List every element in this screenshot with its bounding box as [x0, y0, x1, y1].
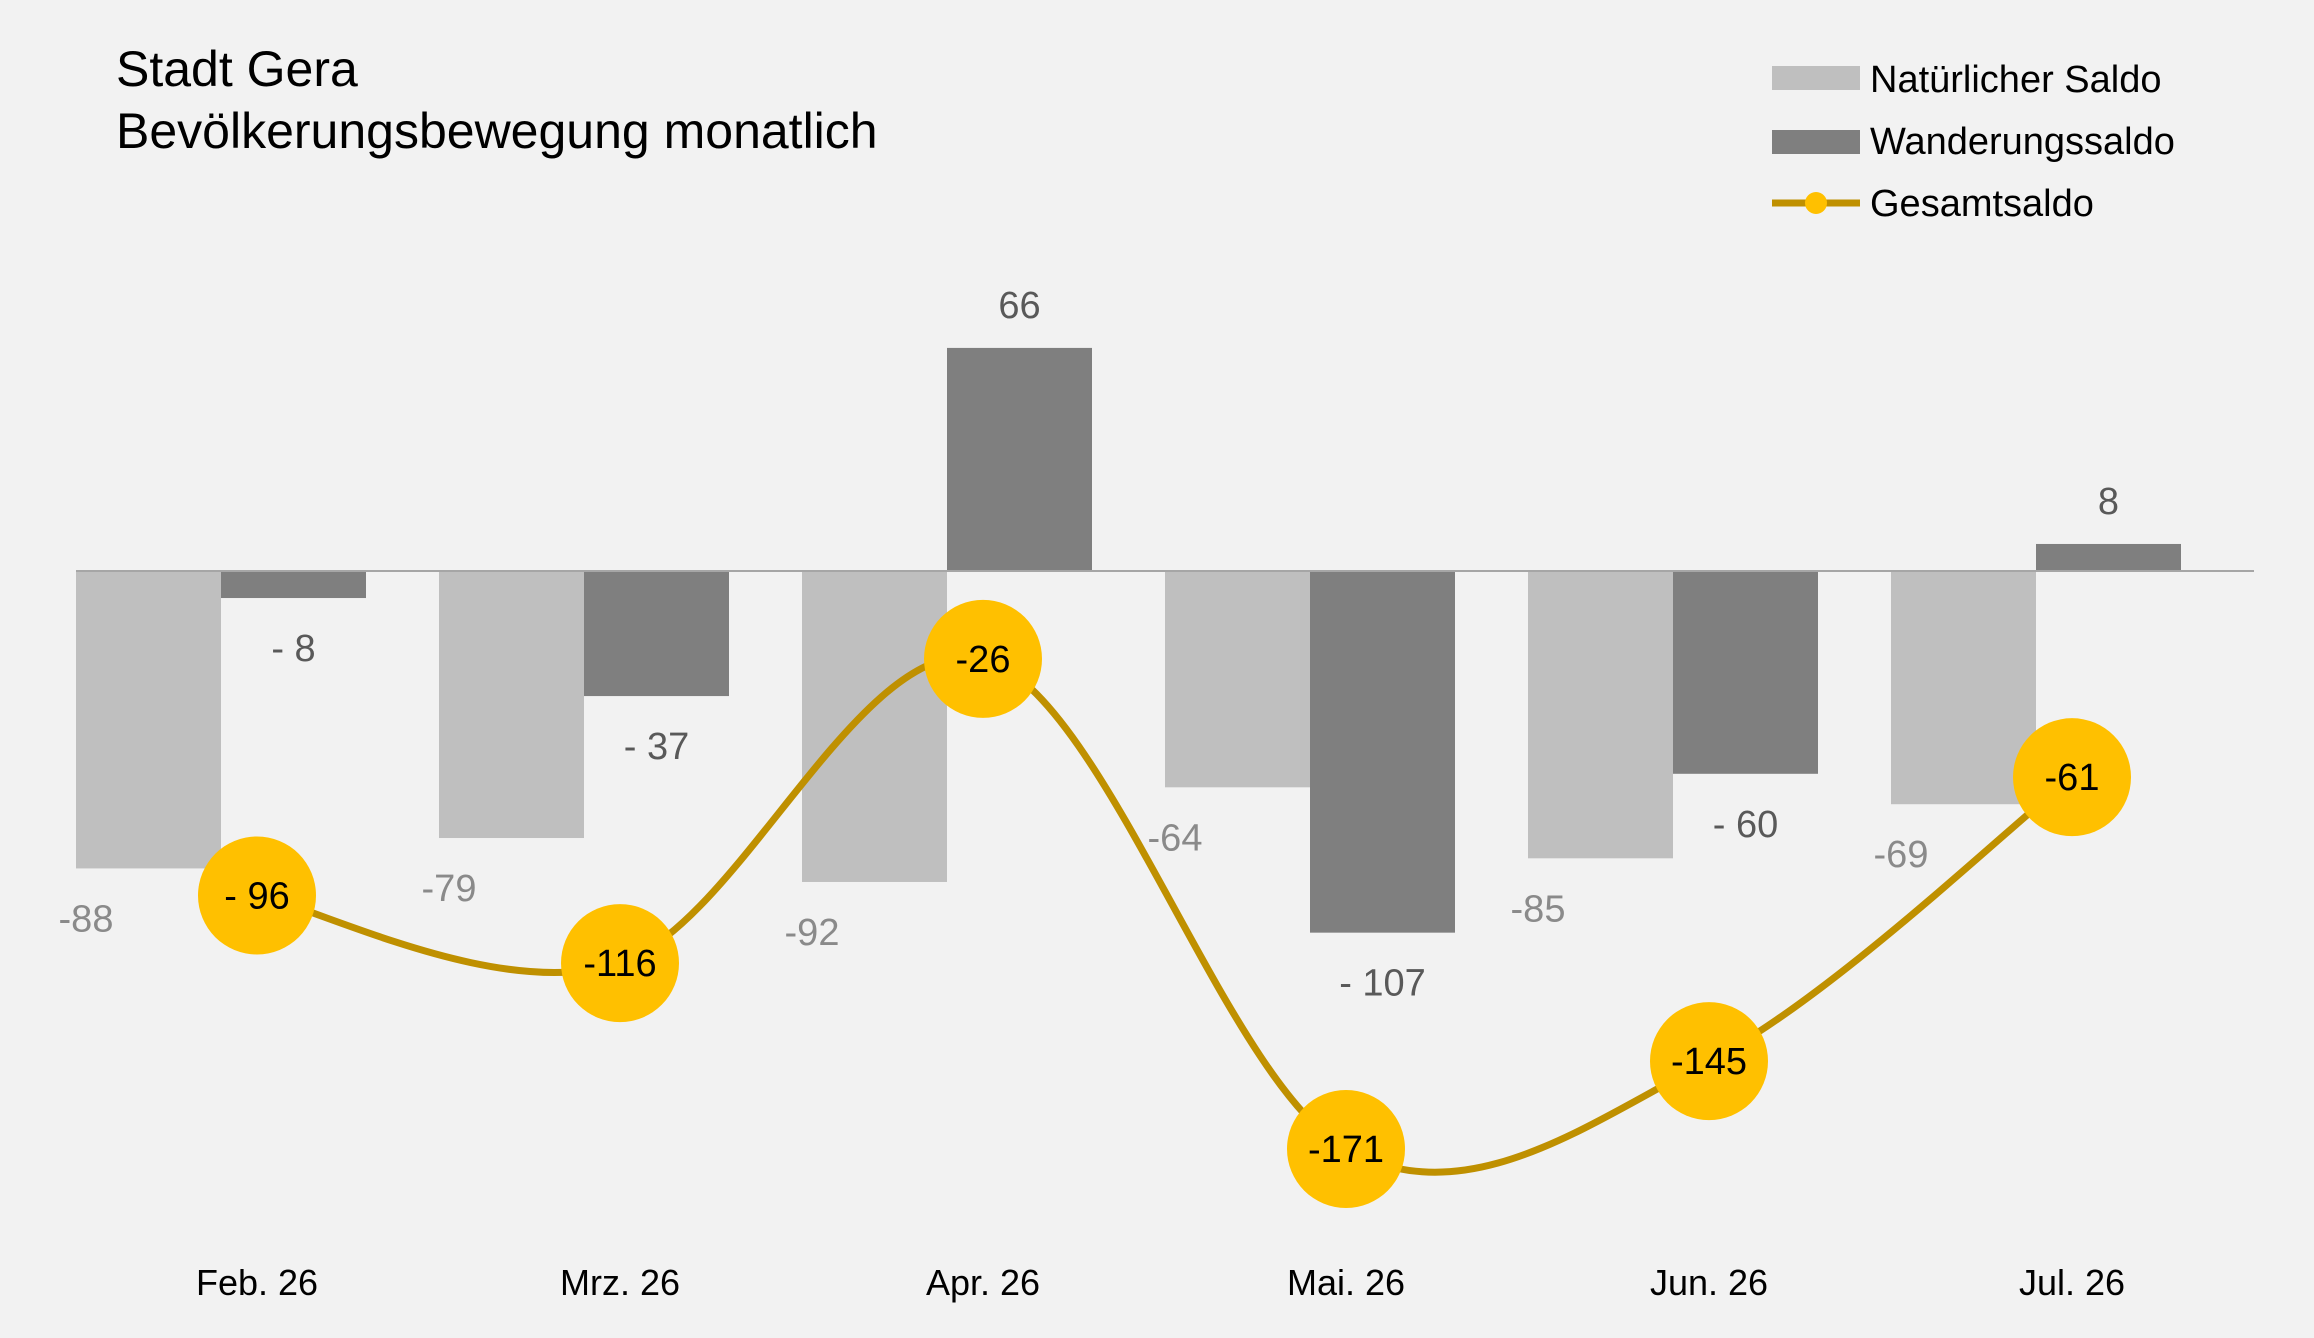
label-natural-2: -92: [785, 912, 840, 954]
category-label-1: Mrz. 26: [560, 1262, 680, 1303]
marker-total-1: [561, 904, 679, 1023]
marker-total-3: [1287, 1089, 1405, 1208]
bar-natural-2: [802, 571, 947, 882]
marker-total-5: [2013, 718, 2131, 837]
marker-total-2: [924, 599, 1042, 718]
bar-migration-1: [584, 571, 729, 697]
bar-natural-4: [1528, 571, 1673, 859]
bar-natural-0: [76, 571, 221, 869]
label-migration-4: - 60: [1713, 804, 1778, 846]
category-axis: Feb. 26 Mrz. 26 Apr. 26 Mai. 26 Jun. 26 Jul. …: [196, 1262, 2125, 1303]
category-label-2: Apr. 26: [926, 1262, 1040, 1303]
label-total-0: - 96: [224, 875, 289, 917]
label-migration-2: 66: [998, 285, 1040, 327]
bar-natural-1: [439, 571, 584, 839]
chart-title: Stadt Gera: [116, 41, 358, 97]
bar-migration-2: [947, 347, 1092, 571]
legend-label-total: Gesamtsaldo: [1870, 183, 2094, 225]
category-label-5: Jul. 26: [2019, 1262, 2125, 1303]
marker-total-4: [1650, 1002, 1768, 1121]
legend-label-migration: Wanderungssaldo: [1870, 121, 2175, 163]
label-natural-3: -64: [1148, 817, 1203, 859]
bar-natural-5: [1891, 571, 2036, 805]
label-migration-0: - 8: [271, 628, 315, 670]
label-migration-1: - 37: [624, 726, 689, 768]
category-label-3: Mai. 26: [1287, 1262, 1405, 1303]
chart-subtitle: Bevölkerungsbewegung monatlich: [116, 103, 878, 159]
label-natural-5: -69: [1874, 834, 1929, 876]
legend-swatch-migration: [1772, 130, 1860, 154]
bars-layer: [76, 347, 2181, 933]
label-natural-1: -79: [422, 868, 477, 910]
label-total-1: -116: [583, 943, 656, 985]
bar-migration-5: [2036, 543, 2181, 571]
bar-natural-3: [1165, 571, 1310, 788]
label-natural-4: -85: [1511, 888, 1566, 930]
legend-label-natural: Natürlicher Saldo: [1870, 59, 2161, 101]
legend-marker-total: [1805, 192, 1827, 214]
bar-migration-4: [1673, 571, 1818, 774]
marker-total-0: [198, 836, 316, 955]
bar-migration-0: [221, 571, 366, 599]
label-migration-3: - 107: [1339, 963, 1426, 1005]
label-total-5: -61: [2045, 757, 2100, 799]
label-total-2: -26: [956, 639, 1011, 681]
bar-labels-layer: -88 - 8 -79 - 37 -92 66 -64 - 107 -85 - 60 -69 8: [59, 285, 2120, 1005]
label-total-3: -171: [1308, 1129, 1384, 1171]
label-natural-0: -88: [59, 898, 114, 940]
legend-swatch-natural: [1772, 66, 1860, 90]
bar-migration-3: [1310, 571, 1455, 933]
markers-layer: - 96 -116 -26 -171 -145 -61: [198, 599, 2131, 1208]
category-label-0: Feb. 26: [196, 1262, 318, 1303]
legend: Natürlicher Saldo Wanderungssaldo Gesamt…: [1772, 59, 2175, 225]
category-label-4: Jun. 26: [1650, 1262, 1768, 1303]
label-migration-5: 8: [2098, 481, 2119, 523]
label-total-4: -145: [1671, 1041, 1747, 1083]
